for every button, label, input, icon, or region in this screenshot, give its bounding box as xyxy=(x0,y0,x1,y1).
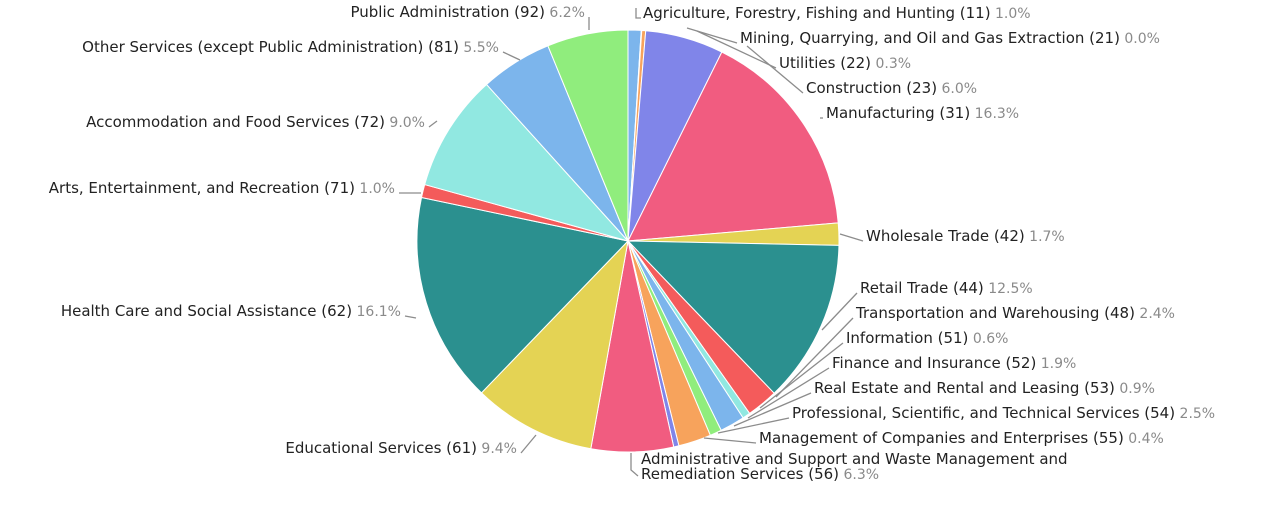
slice-label: Transportation and Warehousing (48) 2.4% xyxy=(855,304,1175,322)
slice-label-percent: 6.3% xyxy=(839,467,879,483)
slice-label-name: Accommodation and Food Services (72) xyxy=(86,113,385,131)
slice-label: Arts, Entertainment, and Recreation (71)… xyxy=(49,179,395,197)
slice-label-percent: 1.7% xyxy=(1025,229,1065,245)
slice-label-name: Management of Companies and Enterprises … xyxy=(759,429,1124,447)
slice-label-percent: 16.1% xyxy=(352,304,401,320)
slice-label-percent: 2.5% xyxy=(1175,406,1215,422)
slice-label-percent: 0.3% xyxy=(871,56,911,72)
slice-label: Public Administration (92) 6.2% xyxy=(350,3,585,21)
leader-line xyxy=(775,317,854,398)
slice-label-percent: 0.0% xyxy=(1120,31,1160,47)
slice-label-name: Mining, Quarrying, and Oil and Gas Extra… xyxy=(740,29,1120,47)
leader-line xyxy=(428,120,438,128)
slice-label: Professional, Scientific, and Technical … xyxy=(792,404,1215,422)
slice-label: Construction (23) 6.0% xyxy=(806,79,977,97)
leader-line xyxy=(839,233,864,242)
leader-line xyxy=(502,51,521,61)
slice-label-name: Manufacturing (31) xyxy=(826,104,970,122)
slice-label-percent: 1.0% xyxy=(991,6,1031,22)
slice-label-percent: 5.5% xyxy=(459,40,499,56)
slice-label: Accommodation and Food Services (72) 9.0… xyxy=(86,113,425,131)
slice-label-percent: 6.2% xyxy=(545,5,585,21)
slice-label: Agriculture, Forestry, Fishing and Hunti… xyxy=(643,4,1031,22)
slice-label-percent: 0.4% xyxy=(1124,431,1164,447)
pie-slice-public-administration[interactable] xyxy=(547,29,629,242)
slice-label-percent: 6.0% xyxy=(937,81,977,97)
slice-label-name: Other Services (except Public Administra… xyxy=(82,38,459,56)
slice-label: Health Care and Social Assistance (62) 1… xyxy=(61,302,401,320)
leader-line xyxy=(717,417,790,434)
slice-label-percent: 16.3% xyxy=(970,106,1019,122)
slice-label-name: Arts, Entertainment, and Recreation (71) xyxy=(49,179,355,197)
leader-line xyxy=(404,315,417,319)
slice-label-percent: 0.6% xyxy=(968,331,1008,347)
slice-label-name: Transportation and Warehousing (48) xyxy=(855,304,1135,322)
slice-label: Management of Companies and Enterprises … xyxy=(759,429,1164,447)
slice-label-name: Wholesale Trade (42) xyxy=(866,227,1025,245)
slice-label-name: Construction (23) xyxy=(806,79,937,97)
slice-label-name: Public Administration (92) xyxy=(350,3,544,21)
pie-slice-accommodation-and-food-services[interactable] xyxy=(424,83,630,242)
slice-label: Mining, Quarrying, and Oil and Gas Extra… xyxy=(740,29,1160,47)
slice-label-name: Real Estate and Rental and Leasing (53) xyxy=(814,379,1115,397)
leader-line xyxy=(630,453,639,477)
slice-label-name: Health Care and Social Assistance (62) xyxy=(61,302,352,320)
slice-label: Educational Services (61) 9.4% xyxy=(285,439,517,457)
leader-line xyxy=(746,45,804,94)
slice-label-percent: 1.0% xyxy=(355,181,395,197)
leader-line xyxy=(635,8,641,19)
leader-line xyxy=(520,434,537,454)
slice-label: Retail Trade (44) 12.5% xyxy=(860,279,1033,297)
slice-label-percent: 0.9% xyxy=(1115,381,1155,397)
leader-line xyxy=(686,27,738,44)
slice-label-percent: 1.9% xyxy=(1036,356,1076,372)
slice-label-name: Remediation Services (56) xyxy=(641,465,839,483)
slice-labels: Agriculture, Forestry, Fishing and Hunti… xyxy=(49,3,1215,483)
leader-line xyxy=(821,292,858,331)
slice-label: Other Services (except Public Administra… xyxy=(82,38,499,56)
leader-line xyxy=(696,30,777,69)
leader-line xyxy=(733,392,812,427)
slice-label-name: Utilities (22) xyxy=(779,54,871,72)
slice-label-percent: 9.0% xyxy=(385,115,425,131)
slice-label: Manufacturing (31) 16.3% xyxy=(826,104,1019,122)
slice-label-name: Information (51) xyxy=(846,329,968,347)
pie-slice-retail-trade[interactable] xyxy=(626,240,840,394)
slice-label: Utilities (22) 0.3% xyxy=(779,54,911,72)
slice-label-percent: 12.5% xyxy=(984,281,1033,297)
leader-line xyxy=(759,342,844,409)
leader-line xyxy=(747,367,830,419)
leader-line xyxy=(703,437,757,444)
slice-label: Finance and Insurance (52) 1.9% xyxy=(832,354,1076,372)
slice-label-name: Agriculture, Forestry, Fishing and Hunti… xyxy=(643,4,991,22)
slice-label: Real Estate and Rental and Leasing (53) … xyxy=(814,379,1155,397)
slice-label-percent: 2.4% xyxy=(1135,306,1175,322)
slice-label-name: Finance and Insurance (52) xyxy=(832,354,1036,372)
slice-label-name: Administrative and Support and Waste Man… xyxy=(641,450,1068,468)
pie-slices xyxy=(416,29,840,453)
slice-label-name: Professional, Scientific, and Technical … xyxy=(792,404,1175,422)
slice-label: Administrative and Support and Waste Man… xyxy=(641,450,1068,483)
slice-label: Information (51) 0.6% xyxy=(846,329,1008,347)
pie-slice-educational-services[interactable] xyxy=(480,239,629,450)
slice-label-name: Educational Services (61) xyxy=(285,439,477,457)
slice-label-name: Retail Trade (44) xyxy=(860,279,984,297)
pie-slice-health-care-and-social-assistance[interactable] xyxy=(416,196,629,394)
leader-lines xyxy=(399,8,864,477)
pie-slice-manufacturing[interactable] xyxy=(627,51,839,242)
slice-label-percent: 9.4% xyxy=(477,441,517,457)
slice-label: Wholesale Trade (42) 1.7% xyxy=(866,227,1065,245)
